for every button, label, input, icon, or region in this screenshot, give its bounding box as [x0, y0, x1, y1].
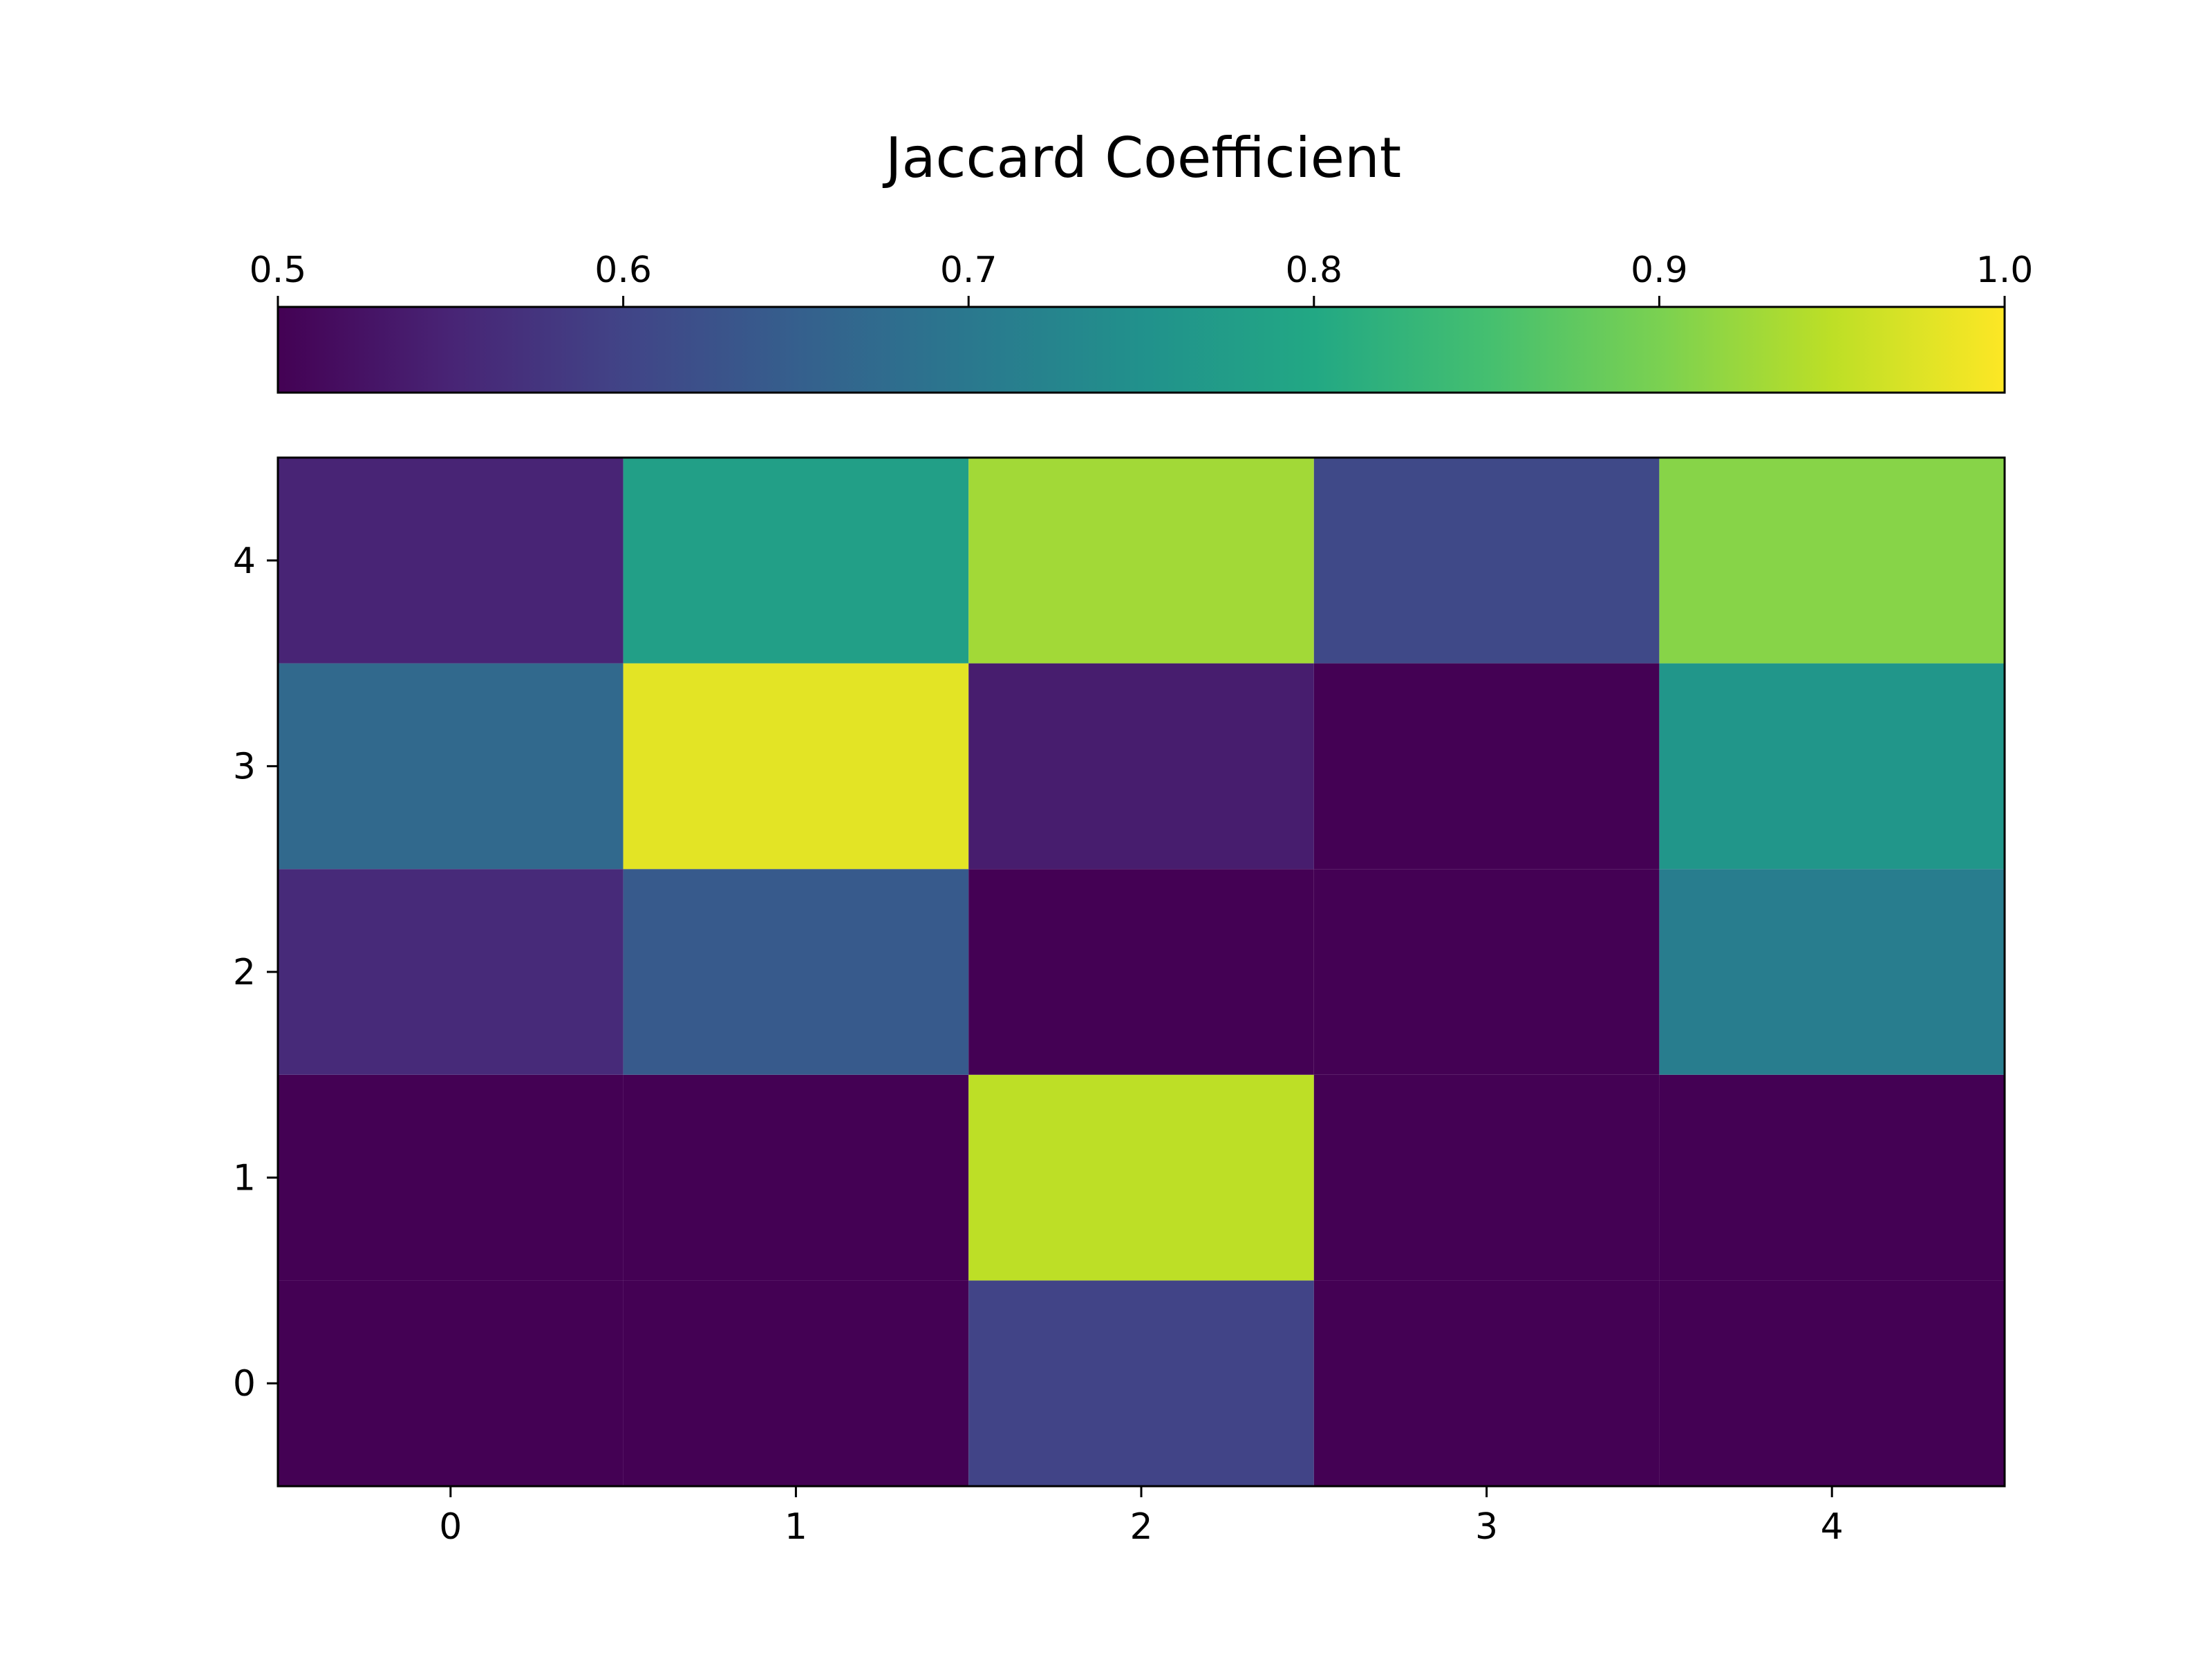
x-tick-label: 1	[785, 1506, 807, 1548]
x-tick-label: 3	[1475, 1506, 1498, 1548]
colorbar-tick-label: 0.5	[250, 250, 307, 291]
colorbar-frame	[276, 306, 2006, 394]
colorbar-ticks: 0.5 0.6 0.7 0.8 0.9 1.0	[250, 250, 2034, 307]
heatmap-cell	[278, 663, 624, 870]
heatmap-cell	[278, 1074, 624, 1281]
heatmap-cell	[278, 1280, 624, 1486]
x-tick-label: 0	[439, 1506, 462, 1548]
heatmap-cell	[1313, 869, 1660, 1075]
heatmap-cell	[623, 458, 969, 664]
heatmap-cell	[1659, 663, 2005, 870]
y-tick-label: 1	[233, 1158, 256, 1199]
heatmap-cell	[278, 458, 624, 664]
heatmap-cell	[1659, 1280, 2005, 1486]
colorbar-tick-label: 1.0	[1976, 250, 2034, 291]
x-tick-label: 2	[1130, 1506, 1152, 1548]
heatmap-cell	[1659, 1074, 2005, 1281]
y-tick-label: 2	[233, 952, 256, 993]
heatmap-cell	[968, 458, 1314, 664]
heatmap-cell	[1659, 869, 2005, 1075]
heatmap-cell	[1313, 1280, 1660, 1486]
x-axis-ticks: 0 1 2 3 4	[439, 1486, 1844, 1548]
heatmap-cell	[623, 663, 969, 870]
heatmap-cell	[968, 1280, 1314, 1486]
colorbar-tick-label: 0.7	[940, 250, 997, 291]
colorbar: 0.5 0.6 0.7 0.8 0.9 1.0	[250, 250, 2034, 394]
heatmap-cells	[278, 458, 2005, 1486]
heatmap-cell	[1313, 458, 1660, 664]
chart-title: Jaccard Coefficient	[882, 126, 1401, 190]
x-tick-label: 4	[1821, 1506, 1844, 1548]
heatmap-cell	[1313, 663, 1660, 870]
y-tick-label: 3	[233, 746, 256, 787]
colorbar-gradient	[278, 307, 2005, 393]
heatmap-cell	[278, 869, 624, 1075]
colorbar-tick-label: 0.6	[594, 250, 652, 291]
heatmap-cell	[1313, 1074, 1660, 1281]
y-axis-ticks: 0 1 2 3 4	[233, 541, 278, 1405]
heatmap-cell	[968, 869, 1314, 1075]
heatmap: 0 1 2 3 4 0 1 2 3 4	[233, 456, 2006, 1548]
heatmap-cell	[623, 1280, 969, 1486]
heatmap-cell	[623, 1074, 969, 1281]
colorbar-tick-label: 0.9	[1631, 250, 1688, 291]
heatmap-cell	[968, 1074, 1314, 1281]
heatmap-cell	[1659, 458, 2005, 664]
heatmap-cell	[623, 869, 969, 1075]
heatmap-cell	[968, 663, 1314, 870]
y-tick-label: 0	[233, 1363, 256, 1405]
y-tick-label: 4	[233, 541, 256, 582]
colorbar-tick-label: 0.8	[1285, 250, 1342, 291]
